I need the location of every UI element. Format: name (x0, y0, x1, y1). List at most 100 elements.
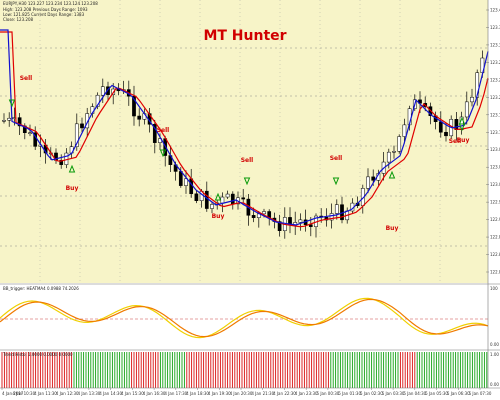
time-axis-label: 4 Jan 10:30 (12, 391, 35, 396)
price-axis-label: 123.120 (490, 130, 500, 135)
time-axis-label: 4 Jan 22:30 (273, 391, 296, 396)
bearish-candle (251, 215, 256, 218)
time-axis-label: 5 Jan 00:30 (317, 391, 340, 396)
price-axis-label: 123.200 (490, 95, 500, 100)
time-axis-label: 5 Jan 01:30 (338, 391, 361, 396)
time-axis-label: 5 Jan 03:30 (382, 391, 405, 396)
price-grid (0, 0, 488, 283)
down-arrow-icon (159, 149, 167, 158)
moving-average-blue (0, 29, 489, 226)
price-axis-label: 123.400 (490, 8, 500, 13)
buy-signal-label: Buy (457, 137, 470, 144)
price-axis-label: 122.840 (490, 252, 500, 257)
sell-signal-label: Sell (330, 155, 343, 162)
time-axis-label: 4 Jan 23:30 (295, 391, 318, 396)
time-axis-label: 4 Jan 20:30 (230, 391, 253, 396)
bullish-candle (386, 151, 391, 163)
up-arrow-icon (458, 116, 466, 125)
info-line-2: Low: 121.825 Current Days Range: 1383 (3, 12, 85, 17)
oscillator-panel[interactable] (0, 284, 488, 349)
price-axis-label: 122.920 (490, 217, 500, 222)
sell-signal-label: Sell (241, 157, 254, 164)
bullish-candle (329, 213, 334, 221)
price-axis-label: 123.320 (490, 42, 500, 47)
price-axis-label: 123.280 (490, 60, 500, 65)
bullish-candle (464, 101, 469, 118)
bearish-candle (444, 131, 448, 137)
bullish-candle (210, 204, 214, 209)
bearish-candle (241, 197, 246, 200)
price-axis-label: 123.000 (490, 182, 500, 187)
candles (2, 50, 485, 239)
bullish-candle (334, 204, 339, 214)
bearish-candle (17, 117, 22, 127)
bearish-candle (194, 193, 199, 201)
buy-signal-label: Buy (386, 225, 399, 232)
price-axis-label: 123.040 (490, 165, 500, 170)
time-axis-label: 4 Jan 14:30 (99, 391, 122, 396)
price-axis-label: 122.880 (490, 235, 500, 240)
histogram-axis-bottom: 0.00 (490, 382, 499, 387)
bullish-candle (225, 193, 230, 198)
time-axis-label: 4 Jan 2017 (2, 391, 24, 396)
time-axis-label: 4 Jan 11:30 (34, 391, 57, 396)
bullish-candle (2, 120, 6, 122)
bullish-candle (74, 123, 79, 147)
up-arrow-icon (214, 192, 222, 201)
bearish-candle (106, 86, 110, 95)
moving-average-red (0, 31, 489, 228)
price-axis-label: 123.160 (490, 112, 500, 117)
price-panel[interactable] (0, 0, 488, 283)
price-axis-label: 123.080 (490, 147, 500, 152)
time-axis-label: 4 Jan 18:30 (186, 391, 209, 396)
time-axis-label: 4 Jan 21:30 (251, 391, 274, 396)
bullish-candle (366, 176, 370, 189)
sell-signal-label: Sell (157, 127, 170, 134)
time-axis-label: 4 Jan 17:30 (164, 391, 187, 396)
time-axis-label: 5 Jan 04:30 (403, 391, 426, 396)
bearish-candle (132, 95, 136, 117)
oscillator-axis-bottom: 0.00 (490, 342, 499, 347)
symbol-info: EURJPY,H30 123.227 123.234 123.124 123.2… (3, 1, 98, 6)
time-axis-label: 4 Jan 15:30 (121, 391, 144, 396)
bullish-candle (28, 132, 32, 134)
oscillator-label: BB_trigger: HEATMA4 0.0988 74.2026 (3, 286, 79, 291)
bullish-candle (184, 178, 188, 186)
buy-signal-label: Buy (212, 213, 225, 220)
bullish-candle (470, 96, 474, 103)
bullish-candle (298, 219, 303, 223)
time-axis-label: 4 Jan 16:30 (143, 391, 166, 396)
price-axis: 123.400 123.360 123.320 123.280 123.240 123.2… (486, 8, 500, 275)
bearish-candle (137, 115, 142, 120)
sell-signal-label: Sell (449, 138, 462, 145)
time-axis-label: 4 Jan 19:30 (208, 391, 231, 396)
time-axis-label: 5 Jan 07:30 (469, 391, 492, 396)
histogram-label: Trend Histo: 1.0000 0.0000 0.0000 (2, 352, 73, 357)
time-axis-label: 4 Jan 12:30 (56, 391, 79, 396)
bearish-candle (277, 221, 282, 231)
oscillator-axis-top: 100 (490, 286, 498, 291)
bullish-candle (95, 94, 100, 107)
bearish-candle (371, 176, 376, 181)
bearish-candle (438, 121, 443, 133)
price-axis-label: 122.800 (490, 270, 500, 275)
bullish-candle (100, 86, 105, 96)
down-arrow-icon (332, 177, 340, 186)
bearish-candle (59, 160, 64, 165)
time-axis-label: 5 Jan 05:30 (425, 391, 448, 396)
bullish-candle (220, 196, 225, 204)
bullish-candle (7, 117, 12, 121)
bullish-candle (262, 211, 266, 215)
buy-signal-label: Buy (66, 185, 79, 192)
time-axis-label: 4 Jan 13:30 (78, 391, 101, 396)
info-line-1: High: 123.208 Previous Days Range: 1093 (3, 7, 88, 12)
bullish-candle (392, 151, 396, 153)
price-axis-label: 123.240 (490, 77, 500, 82)
down-arrow-icon (8, 99, 16, 108)
bearish-candle (178, 171, 183, 186)
down-arrow-icon (243, 177, 251, 186)
